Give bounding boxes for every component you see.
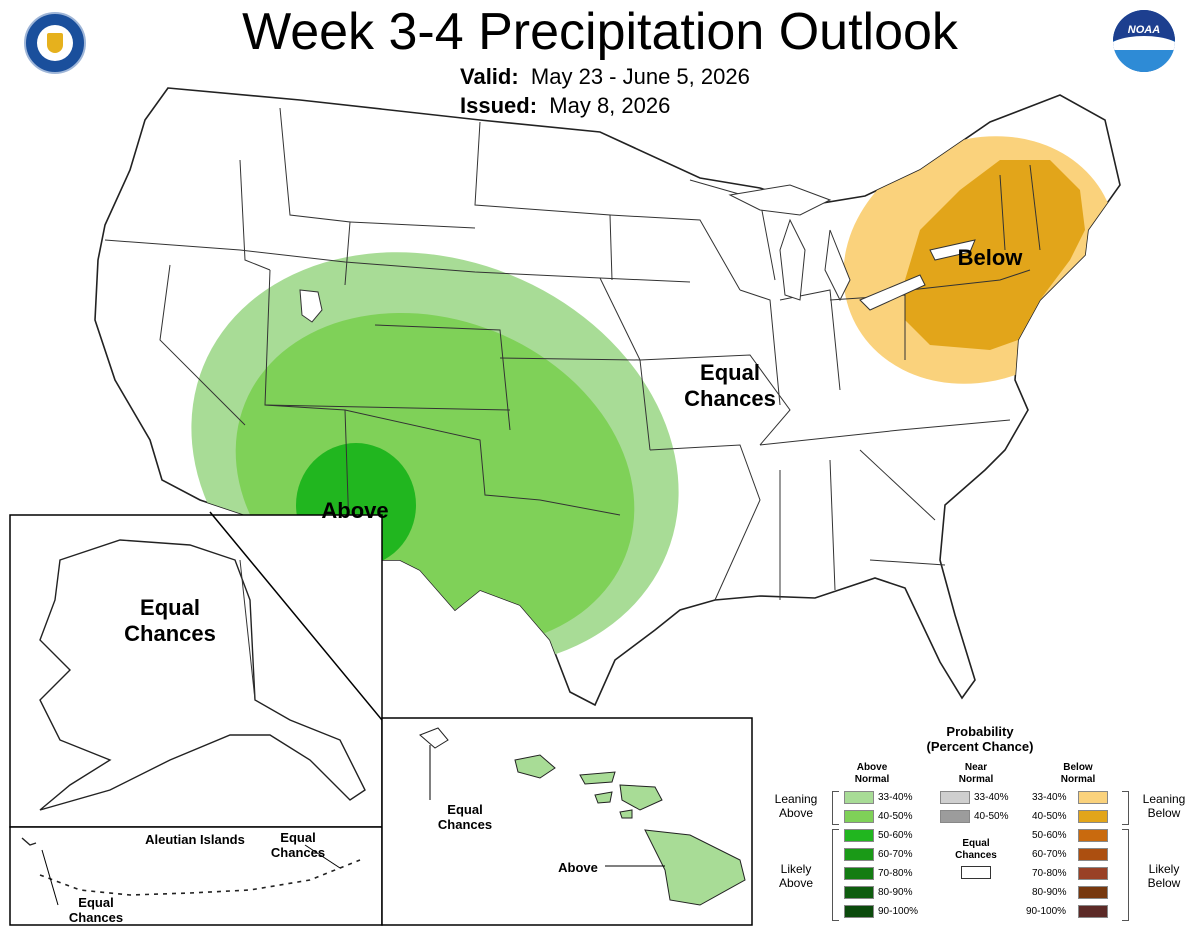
great-lakes bbox=[728, 184, 976, 311]
legend-equal-chances-label: Equal Chances bbox=[955, 838, 997, 861]
above-90-100-label: 90-100% bbox=[878, 906, 919, 917]
conus-above-label: Above bbox=[321, 498, 389, 523]
above-70-80-label: 70-80% bbox=[878, 868, 913, 879]
hawaii-islands bbox=[419, 727, 746, 906]
noaa-logo-text: NOAA bbox=[1127, 24, 1161, 36]
likely-above-brace bbox=[832, 829, 839, 921]
below-70-80-label: 70-80% bbox=[1032, 868, 1067, 879]
legend-near-header: Near Normal bbox=[958, 762, 994, 785]
issued-label: Issued: bbox=[460, 93, 538, 118]
below-40-50-region bbox=[905, 160, 1085, 350]
below-90-100-label: 90-100% bbox=[1026, 906, 1067, 917]
above-33-40-swatch bbox=[844, 791, 874, 804]
near-33-40-label: 33-40% bbox=[974, 792, 1009, 803]
aleutian-ec-label-east: Equal Chances bbox=[270, 830, 326, 860]
page-title: Week 3-4 Precipitation Outlook bbox=[242, 3, 958, 61]
leaning-above-brace bbox=[832, 791, 839, 825]
conus-equal-chances-label: Equal Chances bbox=[684, 360, 776, 411]
commerce-seal-logo bbox=[24, 12, 86, 74]
above-33-40-label: 33-40% bbox=[878, 792, 913, 803]
legend-below-header: Below Normal bbox=[1060, 762, 1096, 785]
issued-line: Issued: May 8, 2026 bbox=[460, 93, 670, 119]
above-40-50-label: 40-50% bbox=[878, 811, 913, 822]
aleutian-chain bbox=[39, 859, 361, 896]
likely-below-label: Likely Below bbox=[1147, 862, 1181, 890]
above-50-60-swatch bbox=[844, 829, 874, 842]
hawaii-ec-label: Equal Chances bbox=[437, 802, 493, 832]
likely-below-brace bbox=[1122, 829, 1129, 921]
alaska-land bbox=[39, 539, 366, 811]
equal-chances-swatch bbox=[961, 866, 991, 879]
issued-date: May 8, 2026 bbox=[549, 93, 671, 118]
likely-above-label: Likely Above bbox=[778, 862, 814, 890]
aleutian-ec-label-west: Equal Chances bbox=[68, 895, 124, 925]
below-60-70-label: 60-70% bbox=[1032, 849, 1067, 860]
hawaii-above-label: Above bbox=[558, 860, 598, 875]
below-70-80-swatch bbox=[1078, 867, 1108, 880]
below-90-100-swatch bbox=[1078, 905, 1108, 918]
above-50-60-label: 50-60% bbox=[878, 830, 913, 841]
noaa-logo: NOAA bbox=[1113, 10, 1175, 72]
conus-below-label: Below bbox=[957, 245, 1023, 270]
state-boundaries bbox=[104, 107, 1041, 601]
below-40-50-label: 40-50% bbox=[1032, 811, 1067, 822]
above-40-50-swatch bbox=[844, 810, 874, 823]
below-50-60-label: 50-60% bbox=[1032, 830, 1067, 841]
seal-shield-icon bbox=[47, 33, 63, 53]
legend-title: Probability (Percent Chance) bbox=[926, 724, 1034, 754]
below-50-60-swatch bbox=[1078, 829, 1108, 842]
aleutian-islands-label: Aleutian Islands bbox=[145, 832, 245, 847]
leaning-below-brace bbox=[1122, 791, 1129, 825]
aleutian-inset-frame bbox=[9, 826, 383, 926]
valid-dates: May 23 - June 5, 2026 bbox=[530, 64, 750, 89]
near-40-50-swatch bbox=[940, 810, 970, 823]
below-80-90-swatch bbox=[1078, 886, 1108, 899]
above-60-70-swatch bbox=[844, 848, 874, 861]
leaning-above-label: Leaning Above bbox=[774, 792, 818, 820]
alaska-equal-chances-label: Equal Chances bbox=[124, 595, 216, 646]
above-90-100-swatch bbox=[844, 905, 874, 918]
below-33-40-label: 33-40% bbox=[1032, 792, 1067, 803]
great-salt-lake bbox=[299, 289, 323, 323]
leaning-below-label: Leaning Below bbox=[1142, 792, 1186, 820]
probability-legend: Probability (Percent Chance) Above Norma… bbox=[760, 720, 1200, 927]
near-33-40-swatch bbox=[940, 791, 970, 804]
below-80-90-label: 80-90% bbox=[1032, 887, 1067, 898]
legend-above-header: Above Normal bbox=[854, 762, 890, 785]
near-40-50-label: 40-50% bbox=[974, 811, 1009, 822]
valid-line: Valid: May 23 - June 5, 2026 bbox=[460, 64, 750, 90]
below-40-50-swatch bbox=[1078, 810, 1108, 823]
above-70-80-swatch bbox=[844, 867, 874, 880]
above-60-70-label: 60-70% bbox=[878, 849, 913, 860]
valid-label: Valid: bbox=[460, 64, 519, 89]
below-60-70-swatch bbox=[1078, 848, 1108, 861]
below-33-40-swatch bbox=[1078, 791, 1108, 804]
above-80-90-label: 80-90% bbox=[878, 887, 913, 898]
above-80-90-swatch bbox=[844, 886, 874, 899]
